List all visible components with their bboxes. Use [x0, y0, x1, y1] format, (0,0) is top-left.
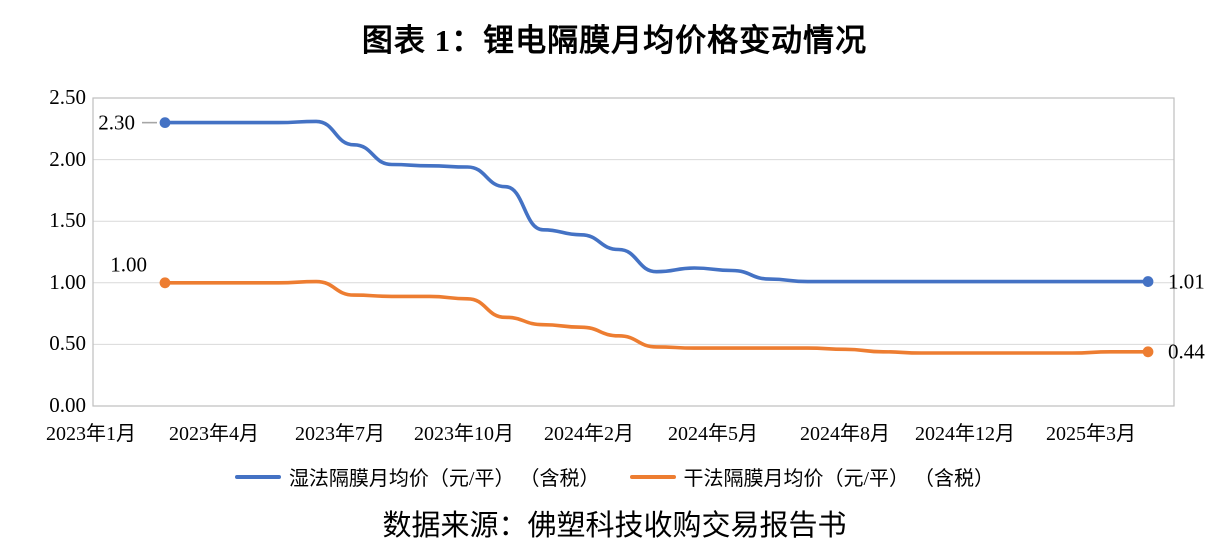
series-dry-start-marker — [159, 277, 171, 289]
series-wet-start-marker — [159, 117, 171, 129]
legend-label-wet: 湿法隔膜月均价（元/平） （含税） — [288, 468, 600, 490]
y-tick-label: 2.50 — [49, 85, 86, 110]
end-value-label-dry: 0.44 — [1168, 339, 1205, 364]
x-tick-label: 2023年7月 — [295, 423, 385, 445]
series-line-dry — [163, 279, 1150, 355]
legend-label-dry: 干法隔膜月均价（元/平） （含税） — [683, 468, 995, 490]
plot-border — [92, 97, 1175, 407]
end-value-label-wet: 1.01 — [1168, 269, 1205, 294]
start-value-label-dry: 1.00 — [110, 252, 147, 277]
figure-title: 图表 1：锂电隔膜月均价格变动情况 — [361, 23, 868, 58]
source-caption: 数据来源：佛塑科技收购交易报告书 — [382, 510, 847, 542]
x-tick-label: 2025年3月 — [1046, 423, 1136, 445]
x-tick-label: 2024年2月 — [544, 423, 634, 445]
x-tick-label: 2023年10月 — [414, 423, 514, 445]
x-tick-label: 2024年12月 — [915, 423, 1015, 445]
y-tick-label: 2.00 — [49, 146, 86, 171]
y-tick-label: 0.00 — [49, 393, 86, 418]
legend-line-swatch-dry — [629, 474, 676, 479]
y-tick-label: 1.50 — [49, 208, 86, 233]
y-tick-label: 1.00 — [49, 269, 86, 294]
legend-item-dry: 干法隔膜月均价（元/平） （含税） — [629, 462, 995, 491]
y-tick-label: 0.50 — [49, 331, 86, 356]
x-tick-label: 2024年8月 — [800, 423, 890, 445]
series-dry-end-marker — [1142, 346, 1154, 358]
series-wet-end-marker — [1142, 276, 1154, 287]
legend-item-wet: 湿法隔膜月均价（元/平） （含税） — [234, 462, 600, 491]
legend-line-swatch-wet — [234, 474, 281, 479]
series-line-wet — [163, 119, 1150, 284]
x-tick-label: 2024年5月 — [668, 423, 758, 445]
x-tick-label: 2023年4月 — [169, 423, 259, 445]
legend: 湿法隔膜月均价（元/平） （含税） 干法隔膜月均价（元/平） （含税） — [0, 462, 1229, 491]
start-value-label-wet: 2.30 — [98, 110, 135, 135]
x-tick-label: 2023年1月 — [46, 423, 136, 445]
gridlines — [93, 159, 1174, 345]
